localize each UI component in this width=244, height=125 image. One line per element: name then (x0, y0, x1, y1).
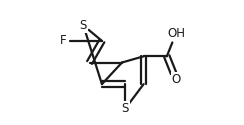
Text: S: S (122, 102, 129, 115)
Text: S: S (80, 19, 87, 32)
Text: F: F (60, 34, 67, 47)
Text: O: O (172, 73, 181, 86)
Text: OH: OH (167, 27, 185, 40)
